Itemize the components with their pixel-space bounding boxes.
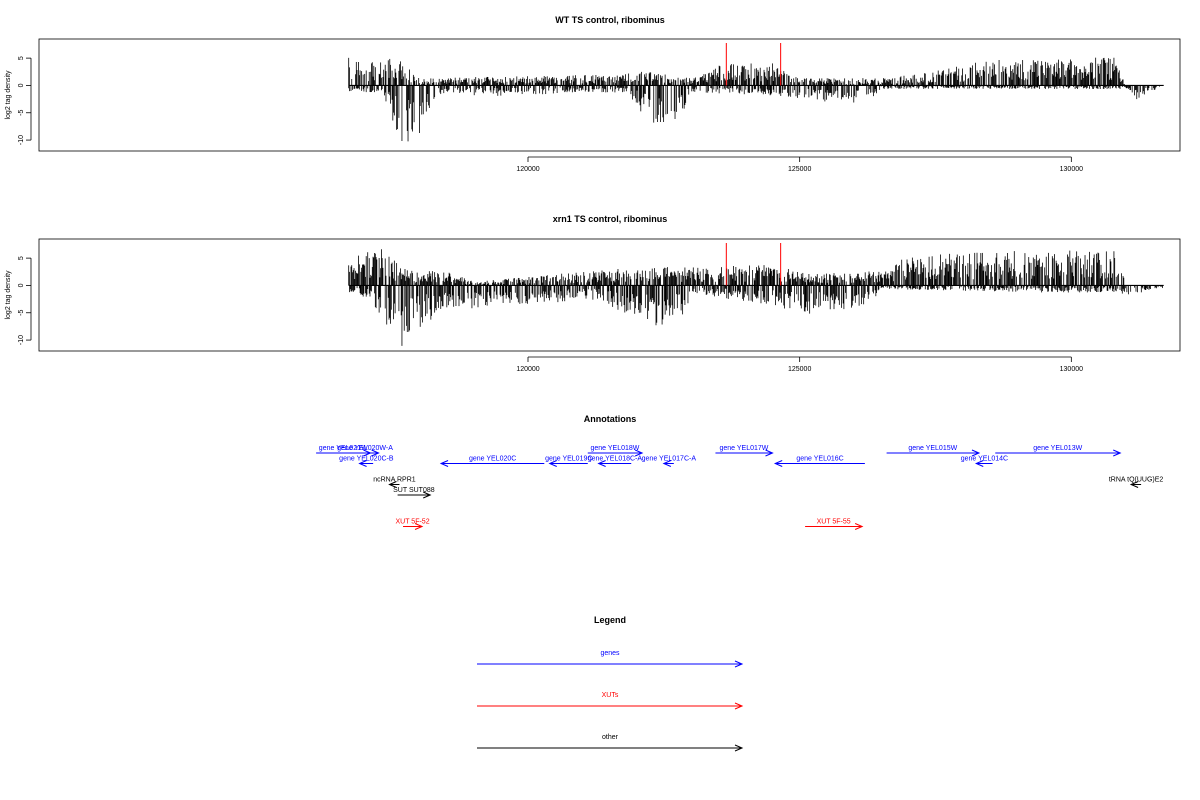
annotation-feature: ncRNA RPR1	[373, 477, 416, 488]
legend-entry: XUTs	[477, 692, 744, 710]
annotation-label: ncRNA RPR1	[373, 477, 416, 484]
annotation-feature: SUT SUT088	[393, 487, 435, 499]
legend-arrow-head	[734, 702, 744, 710]
annotation-arrow-head	[971, 449, 981, 457]
annotation-feature: gene YEL016C	[773, 456, 865, 467]
y-tick-label: 5	[18, 256, 25, 260]
annotations-title: Annotations	[584, 414, 637, 424]
plot-frame	[38, 238, 1181, 352]
annotation-arrow-head	[388, 481, 397, 488]
axes-group: -10 -5 0 5 120000 125000 130000	[18, 56, 1164, 173]
legend-label: XUTs	[602, 692, 619, 699]
bars-group	[348, 57, 1160, 142]
annotation-label: gene YEL018C-A	[588, 456, 643, 463]
annotation-feature: gene YEL015W	[886, 445, 981, 457]
annotation-feature: gene YEL014C	[961, 456, 1008, 467]
annotation-arrow-head	[1129, 481, 1139, 488]
annotation-feature: gene YEL019C	[545, 456, 592, 467]
legend-arrow-head	[734, 744, 744, 752]
annotation-feature: tRNA tQ(UUG)E2	[1109, 477, 1164, 488]
annotation-label: gene YEL020W-A	[337, 445, 393, 452]
annotation-feature: gene YEL020C	[439, 456, 545, 467]
annotation-feature: gene YEL017W	[715, 445, 774, 457]
x-tick-label: 125000	[788, 366, 811, 373]
annotation-feature: XUT 5F-55	[805, 519, 864, 530]
y-tick-label: 5	[18, 56, 25, 60]
annotation-arrow-head	[371, 449, 380, 457]
annotation-arrow-head	[439, 460, 449, 467]
annotation-label: gene YEL015W	[908, 445, 957, 452]
annotation-label: SUT SUT088	[393, 487, 435, 494]
annotation-label: XUT 5F-55	[817, 519, 851, 526]
x-tick-label: 125000	[788, 166, 811, 173]
markers-group	[725, 243, 782, 286]
annotation-feature: gene YEL018C-A	[588, 456, 643, 467]
panel-title: WT TS control, ribominus	[555, 15, 665, 25]
annotation-arrow-head	[773, 460, 783, 467]
annotation-arrow-head	[854, 523, 864, 530]
annotation-feature: gene YEL020W-A	[337, 445, 393, 457]
annotation-feature: gene YEL013W	[995, 445, 1122, 457]
y-tick-label: 0	[18, 83, 25, 87]
annotation-label: gene YEL020C-B	[339, 456, 394, 463]
annotation-arrow-head	[414, 523, 424, 530]
legend-entry: genes	[477, 650, 744, 668]
x-tick-label: 120000	[516, 166, 539, 173]
annotation-label: XUT 5F-52	[395, 519, 429, 526]
annotation-arrow-head	[358, 460, 367, 467]
annotation-feature: XUT 5F-52	[395, 519, 430, 530]
annotation-arrow-head	[974, 460, 984, 467]
annotation-arrow-head	[662, 460, 672, 467]
annotation-feature: gene YEL018W	[587, 445, 644, 457]
annotation-arrow-head	[423, 491, 432, 499]
annotation-label: gene YEL021W	[319, 445, 368, 452]
y-tick-label: -5	[18, 110, 25, 116]
panel-xrn1-control: xrn1 TS control, ribominus log2 tag dens…	[5, 214, 1181, 373]
annotation-label: tRNA tQ(UUG)E2	[1109, 477, 1164, 484]
legend-arrow-head	[734, 660, 744, 668]
annotation-arrow-head	[597, 460, 606, 467]
y-axis-label: log2 tag density	[5, 270, 12, 320]
x-tick-label: 130000	[1060, 166, 1083, 173]
annotation-arrow-head	[634, 449, 644, 457]
legend-label: other	[602, 734, 619, 741]
annotation-label: gene YEL017W	[720, 445, 769, 452]
y-axis-label: log2 tag density	[5, 70, 12, 120]
axes-group: -10 -5 0 5 120000 125000 130000	[18, 256, 1164, 373]
annotation-label: gene YEL016C	[796, 456, 843, 463]
x-tick-label: 120000	[516, 366, 539, 373]
annotation-arrow-head	[765, 449, 774, 457]
annotation-arrow-head	[548, 460, 557, 467]
panel-wt-control: WT TS control, ribominus log2 tag densit…	[5, 15, 1181, 173]
x-tick-label: 130000	[1060, 366, 1083, 373]
legend-title: Legend	[594, 615, 626, 625]
y-tick-label: 0	[18, 283, 25, 287]
y-tick-label: -10	[18, 335, 25, 345]
annotation-feature: gene YEL017C-A	[642, 456, 697, 467]
annotation-label: gene YEL014C	[961, 456, 1008, 463]
annotation-label: gene YEL017C-A	[642, 456, 697, 463]
annotation-label: gene YEL019C	[545, 456, 592, 463]
annotation-label: gene YEL018W	[590, 445, 639, 452]
legend-label: genes	[600, 650, 620, 657]
y-tick-label: -5	[18, 310, 25, 316]
legend-entry: other	[477, 734, 744, 752]
annotation-arrow-head	[1113, 449, 1122, 457]
annotation-label: gene YEL013W	[1033, 445, 1082, 452]
bars-group	[348, 249, 1164, 346]
annotation-label: gene YEL020C	[469, 456, 516, 463]
plot-frame	[38, 38, 1181, 152]
y-tick-label: -10	[18, 135, 25, 145]
markers-group	[725, 43, 782, 86]
annotation-feature: gene YEL020C-B	[339, 456, 394, 467]
panel-title: xrn1 TS control, ribominus	[553, 214, 668, 224]
legend: Legend genes XUTs other	[477, 615, 744, 752]
